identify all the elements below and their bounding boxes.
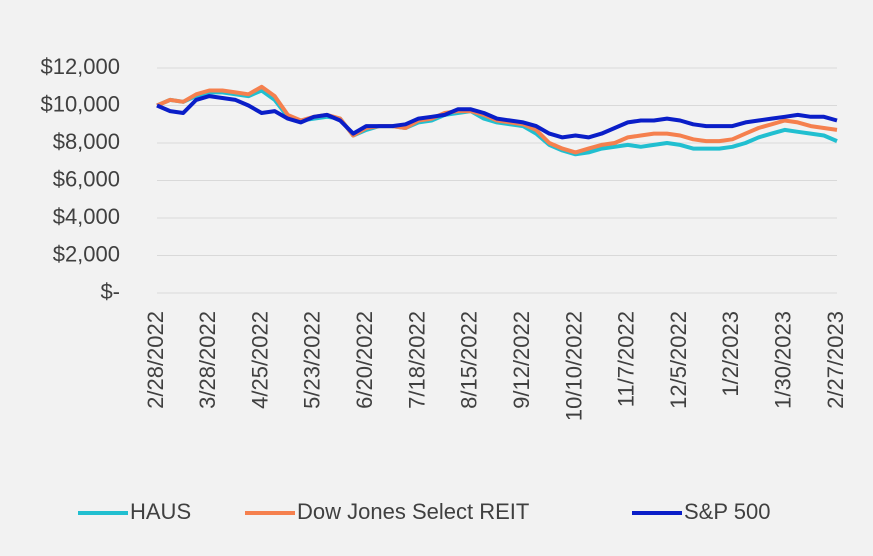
y-tick-label: $10,000 — [40, 91, 120, 116]
y-tick-label: $- — [100, 279, 120, 304]
x-tick-label: 7/18/2022 — [404, 311, 429, 409]
line — [156, 94, 838, 140]
x-tick-label: 5/23/2022 — [300, 311, 325, 409]
x-tick-label: 4/25/2022 — [247, 311, 272, 409]
x-tick-label: 2/27/2023 — [823, 311, 848, 409]
x-tick-label: 3/28/2022 — [195, 311, 220, 409]
x-tick-label: 9/12/2022 — [509, 311, 534, 409]
x-tick-label: 8/15/2022 — [457, 311, 482, 409]
y-tick-label: $12,000 — [40, 54, 120, 79]
legend-label: Dow Jones Select REIT — [297, 499, 529, 524]
legend-label: S&P 500 — [684, 499, 770, 524]
x-tick-label: 2/28/2022 — [143, 311, 168, 409]
x-tick-label: 6/20/2022 — [352, 311, 377, 409]
x-tick-label: 1/2/2023 — [718, 311, 743, 397]
x-tick-label: 10/10/2022 — [561, 311, 586, 421]
y-tick-label: $2,000 — [53, 241, 120, 266]
y-tick-label: $4,000 — [53, 204, 120, 229]
x-tick-label: 1/30/2023 — [771, 311, 796, 409]
x-tick-label: 12/5/2022 — [666, 311, 691, 409]
legend-label: HAUS — [130, 499, 191, 524]
x-tick-label: 11/7/2022 — [614, 311, 639, 407]
y-tick-label: $6,000 — [53, 166, 120, 191]
y-tick-label: $8,000 — [53, 129, 120, 154]
